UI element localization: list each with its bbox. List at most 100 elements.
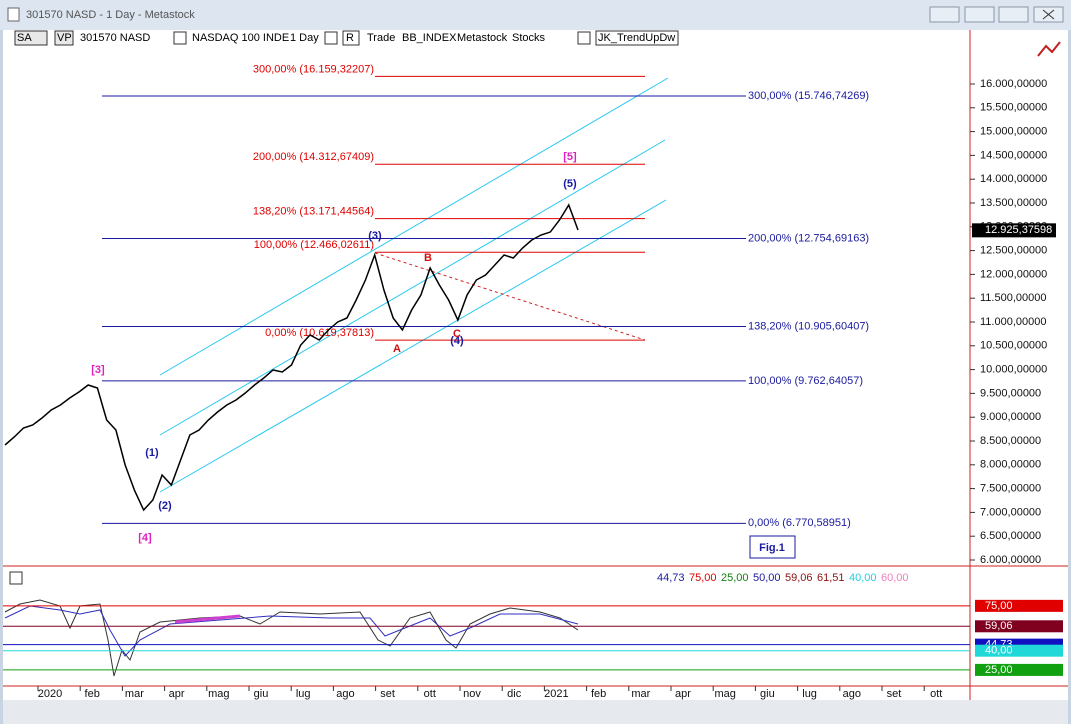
wave-label: (5): [563, 178, 577, 190]
indicator-readout: 40,00: [849, 572, 877, 584]
x-tick-label: mag: [208, 688, 229, 700]
x-tick-label: apr: [169, 688, 185, 700]
indicator-readout: 59,06: [785, 572, 813, 584]
toolbar-item: 301570 NASD: [80, 32, 150, 44]
x-tick-label: giu: [254, 688, 269, 700]
x-tick-label: feb: [85, 688, 100, 700]
toolbar-item: BB_INDEX: [402, 32, 457, 44]
wave-label: (4): [450, 335, 464, 347]
x-tick-label: apr: [675, 688, 691, 700]
indicator-readout: 25,00: [721, 572, 749, 584]
toolbar-item: Metastock: [457, 32, 508, 44]
y-tick-label: 10.000,00000: [980, 364, 1047, 376]
toolbar-item: Stocks: [512, 32, 546, 44]
chart-area: [3, 30, 1068, 700]
indicator-readout: 44,73: [657, 572, 685, 584]
price-line: [4, 203, 579, 512]
wave-label: (1): [145, 447, 159, 459]
y-tick-label: 8.500,00000: [980, 435, 1041, 447]
status-bar: [3, 700, 1068, 724]
y-tick-label: 7.000,00000: [980, 506, 1041, 518]
x-tick-label: mar: [631, 688, 650, 700]
indicator-level-box: [975, 599, 1063, 612]
window-title: 301570 NASD - 1 Day - Metastock: [26, 9, 195, 21]
y-tick-label: 11.000,00000: [980, 316, 1046, 328]
toolbar: SA VP 301570 NASD NASDAQ 100 INDE 1 Day R Trad…: [14, 30, 679, 46]
y-tick-label: 8.000,00000: [980, 459, 1041, 471]
x-tick-label: lug: [802, 688, 817, 700]
checkbox[interactable]: [173, 31, 187, 45]
indicator-level-label: 59,06: [985, 620, 1013, 632]
fib-label: 300,00% (16.159,32207): [253, 63, 374, 75]
y-tick-label: 11.500,00000: [980, 292, 1046, 304]
fib-label: 138,20% (13.171,44564): [253, 206, 374, 218]
wave-label: B: [424, 252, 432, 264]
fib-label: 300,00% (15.746,74269): [748, 90, 869, 102]
fib-label: 200,00% (12.754,69163): [748, 232, 869, 244]
x-tick-label: nov: [463, 688, 481, 700]
indicator-level-label: 40,00: [985, 645, 1013, 657]
indicator-readout: 61,51: [817, 572, 845, 584]
toolbar-button[interactable]: [342, 30, 360, 46]
figure-label: Fig.1: [759, 542, 785, 554]
y-tick-label: 9.000,00000: [980, 411, 1041, 423]
fib-label: 138,20% (10.905,60407): [748, 320, 869, 332]
wave-label: [5]: [563, 151, 577, 163]
trend-line: [374, 252, 646, 341]
dropdown[interactable]: [324, 31, 338, 45]
indicator-readout: 50,00: [753, 572, 781, 584]
indicator-level-box: [975, 644, 1063, 657]
window-buttons: [929, 6, 1064, 23]
wave-label: (3): [368, 230, 382, 242]
wave-label: [4]: [138, 532, 152, 544]
toolbar-item: 1 Day: [290, 32, 319, 44]
toolbar-item: R: [346, 32, 354, 44]
wave-label: [3]: [91, 364, 105, 376]
signal-line: [4, 605, 579, 657]
fib-label: 0,00% (10.619,37813): [265, 327, 374, 339]
indicator-readout: 75,00: [689, 572, 717, 584]
toolbar-button[interactable]: [595, 30, 679, 46]
y-tick-label: 15.000,00000: [980, 125, 1047, 137]
fib-label: 100,00% (9.762,64057): [748, 375, 863, 387]
x-tick-label: mag: [714, 688, 735, 700]
toolbar-item: JK_TrendUpDw: [598, 32, 675, 44]
close-box[interactable]: [577, 31, 591, 45]
btn-minimize[interactable]: [964, 6, 995, 23]
x-tick-label: 2021: [544, 688, 568, 700]
x-tick-label: set: [380, 688, 395, 700]
wave-label: (2): [158, 500, 172, 512]
y-tick-label: 14.000,00000: [980, 173, 1047, 185]
channel-line: [159, 199, 667, 493]
toolbar-button[interactable]: [14, 30, 48, 46]
indicator-level-label: 25,00: [985, 664, 1013, 676]
toolbar-item: SA: [17, 32, 32, 44]
channel-line: [159, 77, 669, 376]
y-tick-label: 6.500,00000: [980, 530, 1041, 542]
wave-label: A: [393, 343, 401, 355]
y-tick-label: 12.000,00000: [980, 268, 1047, 280]
fib-label: 200,00% (14.312,67409): [253, 151, 374, 163]
last-price-label: 12.925,37598: [985, 224, 1052, 236]
x-tick-label: lug: [296, 688, 311, 700]
fib-label: 100,00% (12.466,02611): [254, 239, 374, 251]
title-bar: [0, 0, 1071, 30]
last-price-box: [972, 223, 1056, 238]
btn-menu[interactable]: [929, 6, 960, 23]
x-tick-label: ott: [424, 688, 436, 700]
x-tick-label: mar: [125, 688, 144, 700]
indicator-toggle[interactable]: [9, 571, 23, 585]
x-tick-label: ago: [843, 688, 861, 700]
wave-label: C: [453, 328, 461, 340]
fib-label: 0,00% (6.770,58951): [748, 517, 851, 529]
close-x: [1042, 9, 1055, 20]
btn-maximize[interactable]: [998, 6, 1029, 23]
x-tick-label: giu: [760, 688, 775, 700]
toolbar-item: VP: [57, 32, 72, 44]
y-tick-label: 10.500,00000: [980, 340, 1047, 352]
toolbar-button[interactable]: [54, 30, 74, 46]
toolbar-item: NASDAQ 100 INDE: [192, 32, 289, 44]
toolbar-item: Trade: [367, 32, 395, 44]
y-tick-label: 9.500,00000: [980, 387, 1041, 399]
